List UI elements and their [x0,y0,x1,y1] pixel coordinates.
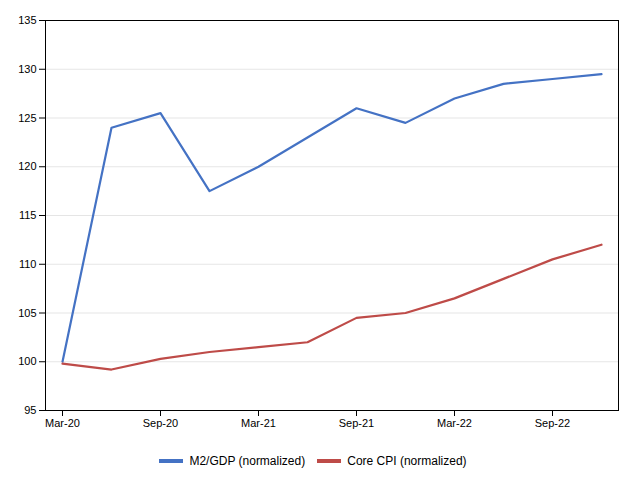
html-text:Core CPI (normalized): Core CPI (normalized) [347,453,467,468]
svg-text:100: 100 [18,355,36,367]
svg-text:Sep-22: Sep-22 [535,417,570,429]
svg-text:130: 130 [18,63,36,75]
svg-text:Mar-22: Mar-22 [437,417,472,429]
svg-text:110: 110 [19,258,37,270]
svg-text:135: 135 [18,14,36,26]
svg-text:115: 115 [19,209,37,221]
svg-text:Sep-21: Sep-21 [339,417,374,429]
svg-text:Mar-21: Mar-21 [241,417,276,429]
svg-text:95: 95 [24,404,36,416]
svg-text:120: 120 [18,160,36,172]
html-text:M2/GDP (normalized): M2/GDP (normalized) [189,453,306,468]
svg-text:125: 125 [18,112,36,124]
svg-text:Sep-20: Sep-20 [143,417,178,429]
svg-text:Mar-20: Mar-20 [45,417,80,429]
svg-text:105: 105 [18,307,36,319]
